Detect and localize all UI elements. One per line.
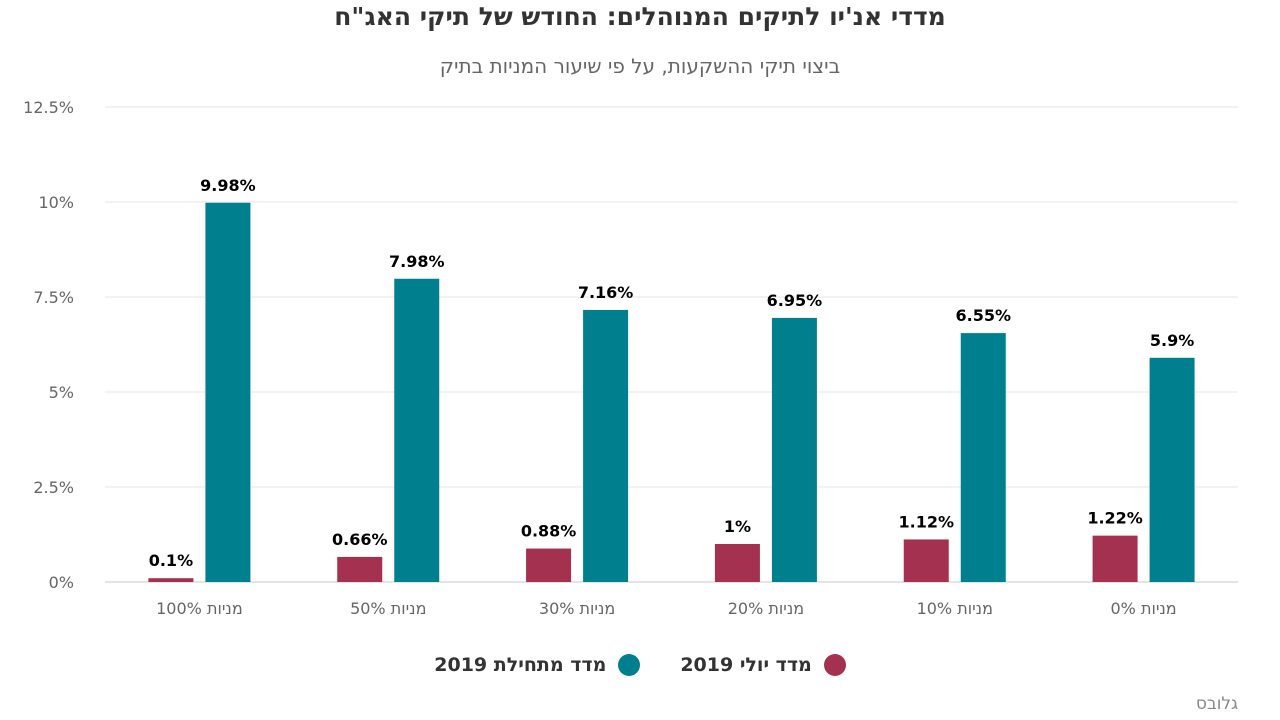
bar-ytd (771, 317, 817, 582)
data-label-ytd: 6.55% (955, 306, 1011, 325)
y-tick-label: 2.5% (33, 478, 74, 497)
legend-item-ytd[interactable]: מדד מתחילת 2019 (434, 654, 641, 676)
y-tick-label: 12.5% (23, 98, 74, 117)
source-label: גלובס (1195, 694, 1238, 714)
y-tick-label: 7.5% (33, 288, 74, 307)
bar-ytd (583, 309, 629, 582)
bar-ytd (205, 202, 251, 582)
bar-ytd (1149, 357, 1195, 582)
bar-july (903, 539, 949, 582)
data-label-july: 0.1% (149, 551, 193, 570)
chart-subtitle: ביצוי תיקי ההשקעות, על פי שיעור המניות ב… (439, 54, 841, 78)
bar-july (1092, 535, 1138, 582)
legend-july-label: מדד יולי 2019 (680, 654, 812, 676)
x-category-label: מניות 0% (1110, 599, 1176, 618)
data-label-ytd: 9.98% (200, 176, 256, 195)
x-category-label: מניות 10% (917, 599, 993, 618)
x-category-label: מניות 30% (539, 599, 615, 618)
data-label-ytd: 5.9% (1150, 331, 1194, 350)
data-label-july: 0.66% (332, 530, 388, 549)
y-tick-label: 10% (38, 193, 74, 212)
bar-ytd (394, 278, 440, 582)
data-label-july: 1.12% (898, 512, 954, 531)
legend-item-july[interactable]: מדד יולי 2019 (680, 654, 846, 676)
x-category-label: מניות 50% (350, 599, 426, 618)
bar-july (714, 544, 760, 582)
legend-ytd-label: מדד מתחילת 2019 (434, 654, 607, 676)
data-label-ytd: 7.16% (578, 283, 634, 302)
data-label-ytd: 6.95% (767, 291, 823, 310)
bar-july (148, 578, 194, 582)
legend-ytd-marker (618, 654, 641, 676)
data-label-ytd: 7.98% (389, 252, 445, 271)
bar-ytd (960, 333, 1006, 582)
legend-july-marker (823, 654, 846, 676)
data-label-july: 1.22% (1087, 509, 1143, 528)
data-label-july: 1% (724, 517, 751, 536)
y-tick-label: 0% (49, 573, 74, 592)
legend: מדד יולי 2019 מדד מתחילת 2019 (0, 654, 1280, 676)
chart-title: מדדי אנ'יו לתיקים המנוהלים: החודש של תיק… (334, 2, 946, 31)
y-tick-label: 5% (49, 383, 74, 402)
x-category-label: מניות 20% (728, 599, 804, 618)
bar-july (337, 556, 383, 582)
bar-july (526, 548, 572, 582)
x-category-label: מניות 100% (156, 599, 243, 618)
data-label-july: 0.88% (521, 522, 577, 541)
